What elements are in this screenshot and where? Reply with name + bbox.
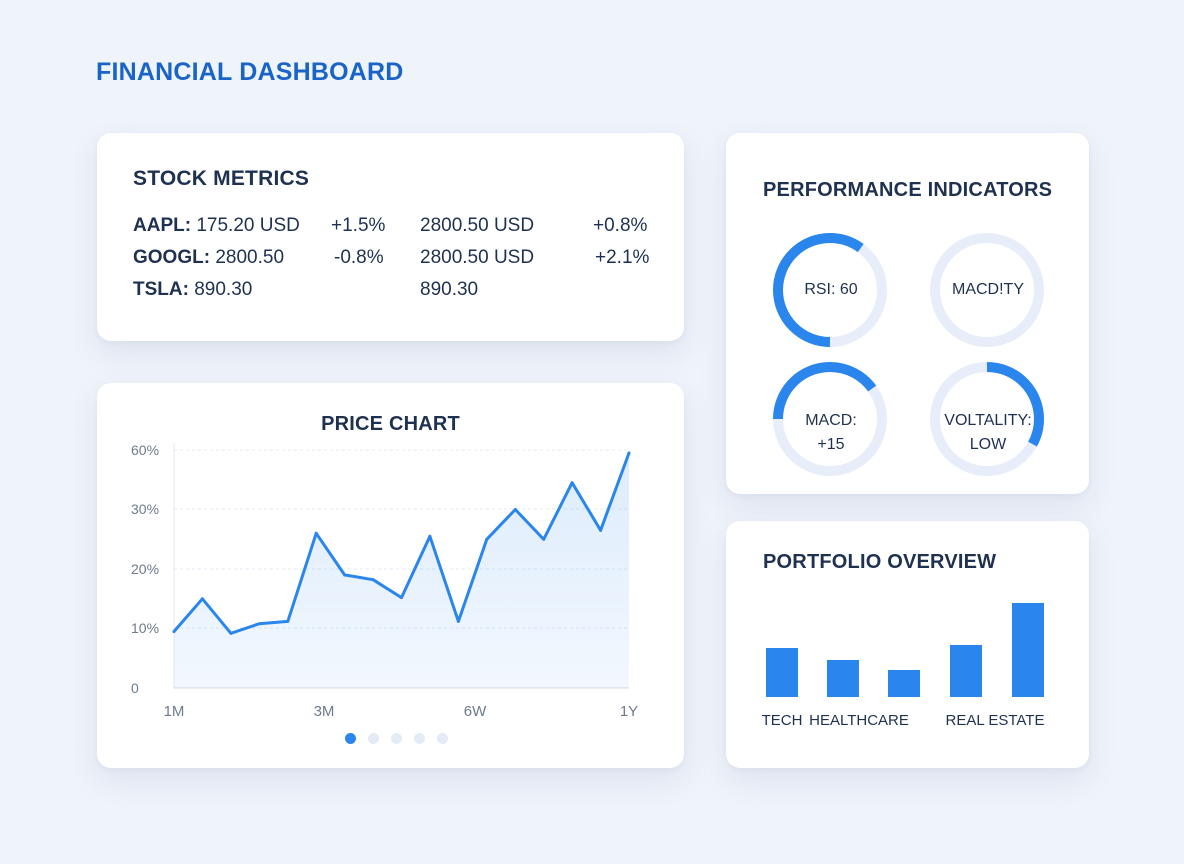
metric-price-2: 2800.50 USD — [420, 247, 535, 268]
data-point — [400, 596, 403, 600]
price-chart-title: PRICE CHART — [321, 413, 460, 435]
y-tick-label: 10% — [131, 620, 159, 636]
data-point — [485, 537, 489, 541]
gauge-label-line: RSI: 60 — [804, 281, 858, 298]
y-tick-label: 60% — [131, 442, 159, 458]
pager-dot[interactable] — [345, 733, 356, 744]
metric-price-2: 2800.50 USD — [420, 215, 535, 236]
x-tick-label: 3M — [314, 703, 335, 720]
price-chart-card: 0 10% 20% 30% 60% 1M 3M 6W 1Y PRICE CHART — [97, 383, 684, 768]
stock-metrics-title: STOCK METRICS — [133, 167, 310, 190]
metric-change-2: +2.1% — [595, 247, 650, 268]
portfolio-bar — [950, 645, 982, 697]
metric-price: 890.30 — [194, 279, 253, 300]
metric-change: +1.5% — [331, 215, 386, 236]
x-tick-label: 1M — [164, 703, 185, 720]
pager-dot[interactable] — [391, 733, 402, 744]
portfolio-bar — [888, 670, 920, 697]
data-point — [542, 537, 546, 541]
category-label: REAL ESTATE — [946, 712, 1045, 729]
gauge-arc — [930, 362, 1044, 476]
portfolio-bar — [766, 648, 798, 697]
metric-row-tsla: TSLA: 890.30 — [133, 279, 252, 301]
pager-dot[interactable] — [437, 733, 448, 744]
performance-indicators-card: PERFORMANCE INDICATORS RSI: 60 MACD!TY M… — [726, 133, 1089, 494]
data-point — [343, 573, 347, 577]
portfolio-bar-chart: TECH HEALTHCARE REAL ESTATE — [762, 603, 1045, 729]
portfolio-overview-card: TECH HEALTHCARE REAL ESTATE PORTFOLIO OVER… — [726, 521, 1089, 768]
portfolio-bar — [1012, 603, 1044, 697]
data-point — [627, 451, 631, 455]
data-point — [286, 619, 290, 623]
metric-symbol: GOOGL: — [133, 247, 211, 268]
metric-change: -0.8% — [334, 247, 384, 268]
gauge-label-line: +15 — [817, 436, 845, 453]
metric-row-googl: GOOGL: 2800.50 — [133, 247, 284, 269]
data-point — [456, 619, 460, 623]
gauge-label-line: MACD: — [805, 412, 857, 429]
data-point — [314, 531, 318, 535]
pager-dot[interactable] — [414, 733, 425, 744]
pager-dot[interactable] — [368, 733, 379, 744]
portfolio-title: PORTFOLIO OVERVIEW — [763, 551, 997, 573]
performance-title: PERFORMANCE INDICATORS — [763, 179, 1053, 201]
y-tick-label: 0 — [131, 680, 139, 696]
data-point — [172, 629, 176, 633]
gauge-label-line: LOW — [969, 436, 1007, 453]
metric-price: 2800.50 — [215, 247, 285, 268]
category-label: TECH — [762, 712, 803, 729]
gauge-arc — [773, 233, 887, 347]
y-tick-label: 20% — [131, 561, 159, 577]
data-point — [200, 597, 204, 601]
price-area — [174, 453, 629, 688]
x-tick-label: 1Y — [620, 703, 638, 720]
gauge-label-macd-ty: MACD!TY — [933, 278, 1043, 302]
portfolio-bar — [827, 660, 859, 697]
metric-row-aapl: AAPL: 175.20 USD — [133, 215, 300, 237]
x-tick-label: 6W — [464, 703, 487, 720]
data-point — [428, 534, 432, 538]
price-chart: 0 10% 20% 30% 60% 1M 3M 6W 1Y — [131, 442, 638, 720]
gauge-label-macd: MACD: +15 — [776, 409, 886, 457]
data-point — [570, 481, 574, 485]
gauge-label-rsi: RSI: 60 — [776, 278, 886, 302]
gauge-track — [930, 233, 1044, 347]
metric-symbol: TSLA: — [133, 279, 189, 300]
chart-pager — [345, 733, 448, 744]
gauge-arc — [773, 362, 887, 476]
data-point — [257, 622, 261, 626]
data-point — [513, 508, 517, 511]
data-point — [599, 528, 603, 532]
gauge-label-line: MACD!TY — [952, 281, 1024, 298]
gauges-graphic — [773, 233, 1044, 476]
category-label: HEALTHCARE — [809, 712, 909, 729]
metric-price: 175.20 USD — [196, 215, 300, 236]
metric-change-2: +0.8% — [593, 215, 648, 236]
page-title: FINANCIAL DASHBOARD — [96, 58, 404, 86]
data-point — [229, 631, 233, 635]
gauge-label-volatility: VOLTALITY: LOW — [933, 409, 1043, 457]
metric-price-2: 890.30 — [420, 279, 479, 300]
gauge-label-line: VOLTALITY: — [944, 412, 1032, 429]
y-tick-label: 30% — [131, 501, 159, 517]
metric-symbol: AAPL: — [133, 215, 192, 236]
stock-metrics-card: STOCK METRICS AAPL: 175.20 USD +1.5% 280… — [97, 133, 684, 341]
data-point — [371, 578, 375, 582]
